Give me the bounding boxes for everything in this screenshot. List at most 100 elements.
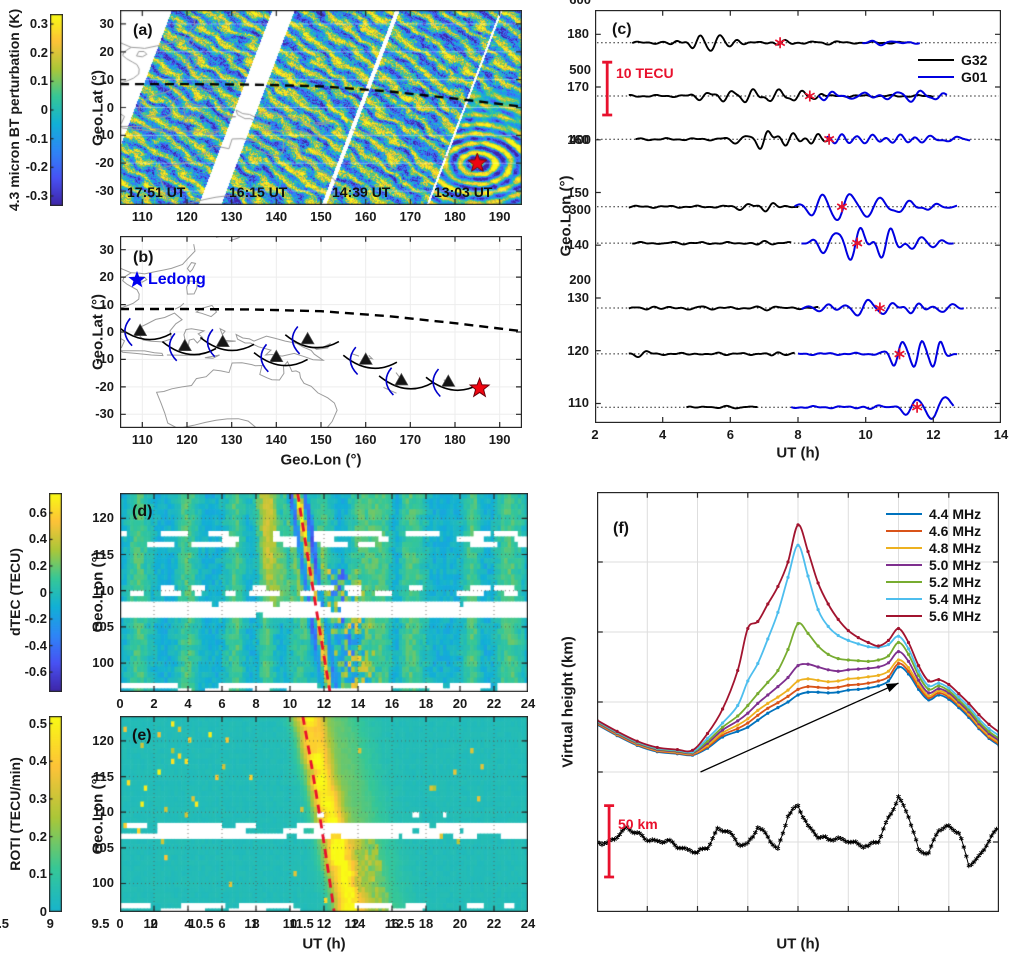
colorbar-tick-label: 0.3 [28,790,47,806]
x-tick-label: 16 [384,916,400,931]
colorbar-tick-label: -0.2 [25,159,48,175]
y-tick-label: 110 [568,395,589,411]
arrow-head [885,683,899,693]
x-tick-label: 160 [354,432,377,447]
y-tick-label: 30 [99,241,114,257]
panel-label-f: (f) [613,520,629,537]
coastline [395,372,400,378]
coastline [186,262,197,273]
coastline [352,353,360,357]
x-tick-label: 14 [350,696,366,711]
y-tick-label: 130 [567,289,589,305]
x-tick-label: 170 [399,209,422,224]
propagation-arrow [700,682,899,773]
coastline [174,302,185,310]
y-tick-label: -20 [95,378,114,394]
x-tick-label: 14 [993,427,1009,442]
x-tick-label: 190 [488,432,511,447]
scalebar-label-50km: 50 km [618,816,658,832]
g32-trace [628,350,795,359]
x-tick-label: 110 [131,209,153,224]
km-scale-bar [604,804,615,879]
panel-label-b: (b) [133,249,154,266]
x-tick-label: 9.5 [91,916,110,931]
colorbar-tick-label: 0.5 [28,715,47,731]
cyclone-triangle-marker [441,374,456,387]
y-tick-label: 500 [569,62,591,77]
panel-f-virtual-height [597,492,999,912]
panel-b-map [120,236,522,428]
y-tick-label: 180 [567,26,589,42]
y-tick-label: 150 [567,184,589,200]
swath-time-2: 16:15 UT [229,184,288,200]
colorbar-tick-label: -0.4 [24,637,47,653]
x-tick-label: 2 [591,427,599,442]
y-tick-label: 10 [99,71,114,87]
tecu-scale-bar [602,60,613,117]
x-tick-label: 6 [218,696,226,711]
x-tick-label: 6 [218,916,226,931]
cyclone-triangle-marker [215,334,230,347]
panel-c-waveform-stack [595,10,1001,423]
y-tick-label: 100 [92,655,114,671]
x-tick-label: 150 [310,432,332,447]
g01-trace [801,298,964,317]
x-tick-label: 6 [726,427,734,442]
x-tick-label: 0 [116,696,124,711]
onset-asterisk-marker [804,90,816,102]
y-tick-label: 20 [99,269,114,285]
legend-item-g32: G32 [918,51,987,68]
x-tick-label: 140 [265,432,288,447]
colorbar-roti [49,716,62,912]
colorbar-tick-label: 0.4 [28,531,47,547]
g01-trace [817,89,948,103]
detrended-asterisk-markers [597,794,999,869]
coastline [186,280,198,295]
x-tick-label: 4 [184,916,192,931]
panel-e-roti-heatmap [120,716,528,912]
colorbar-tick-label: -0.3 [25,187,48,203]
y-tick-label: 10 [99,296,114,312]
colorbar-tick-label: 0.2 [28,828,47,844]
x-tick-label: 170 [399,432,422,447]
x-tick-label: 24 [520,696,536,711]
legend-label-4p4: 4.4 MHz [929,505,982,522]
y-tick-label: 120 [567,342,589,358]
y-tick-label: 200 [569,272,591,287]
x-tick-label: 20 [452,916,468,931]
x-tick-label: 11.5 [289,916,314,931]
x-tick-label: 22 [486,916,502,931]
legend-label-5p2: 5.2 MHz [929,573,982,590]
legend-label-4p6: 4.6 MHz [929,522,982,539]
y-tick-label: 0 [106,99,114,115]
x-tick-label: 14 [350,916,366,931]
y-tick-label: -30 [95,183,114,199]
x-tick-label: 190 [488,209,511,224]
coastline [131,244,196,275]
panel-label-c: (c) [612,21,632,38]
x-tick-label: 12.5 [389,916,415,931]
ledong-star-marker [128,270,146,288]
wavefront-arc-black [284,334,340,349]
onset-asterisk-marker [823,133,835,145]
g32-trace [686,404,758,410]
y-tick-label: 120 [92,510,114,526]
station-label-ledong: Ledong [148,271,206,288]
colorbar-dtec [49,493,62,692]
colorbar-tick-label: 0.6 [28,504,47,520]
legend-item-5p2: 5.2 MHz [886,573,981,590]
cyclone-triangle-marker [177,338,192,352]
onset-asterisk-marker [774,37,786,49]
y-tick-label: 140 [567,237,589,253]
wavefront-arc-black [199,336,255,352]
g01-trace [790,396,955,420]
y-tick-label: -30 [95,406,114,422]
x-tick-label: 120 [176,432,198,447]
swath-time-3: 14:39 UT [332,184,391,200]
legend-label-g01: G01 [961,68,988,85]
onset-asterisk-marker [851,237,863,249]
coastline [138,312,183,343]
y-tick-label: 30 [99,15,114,31]
legend-item-4p6: 4.6 MHz [886,522,981,539]
legend-label-5p6: 5.6 MHz [929,607,982,624]
